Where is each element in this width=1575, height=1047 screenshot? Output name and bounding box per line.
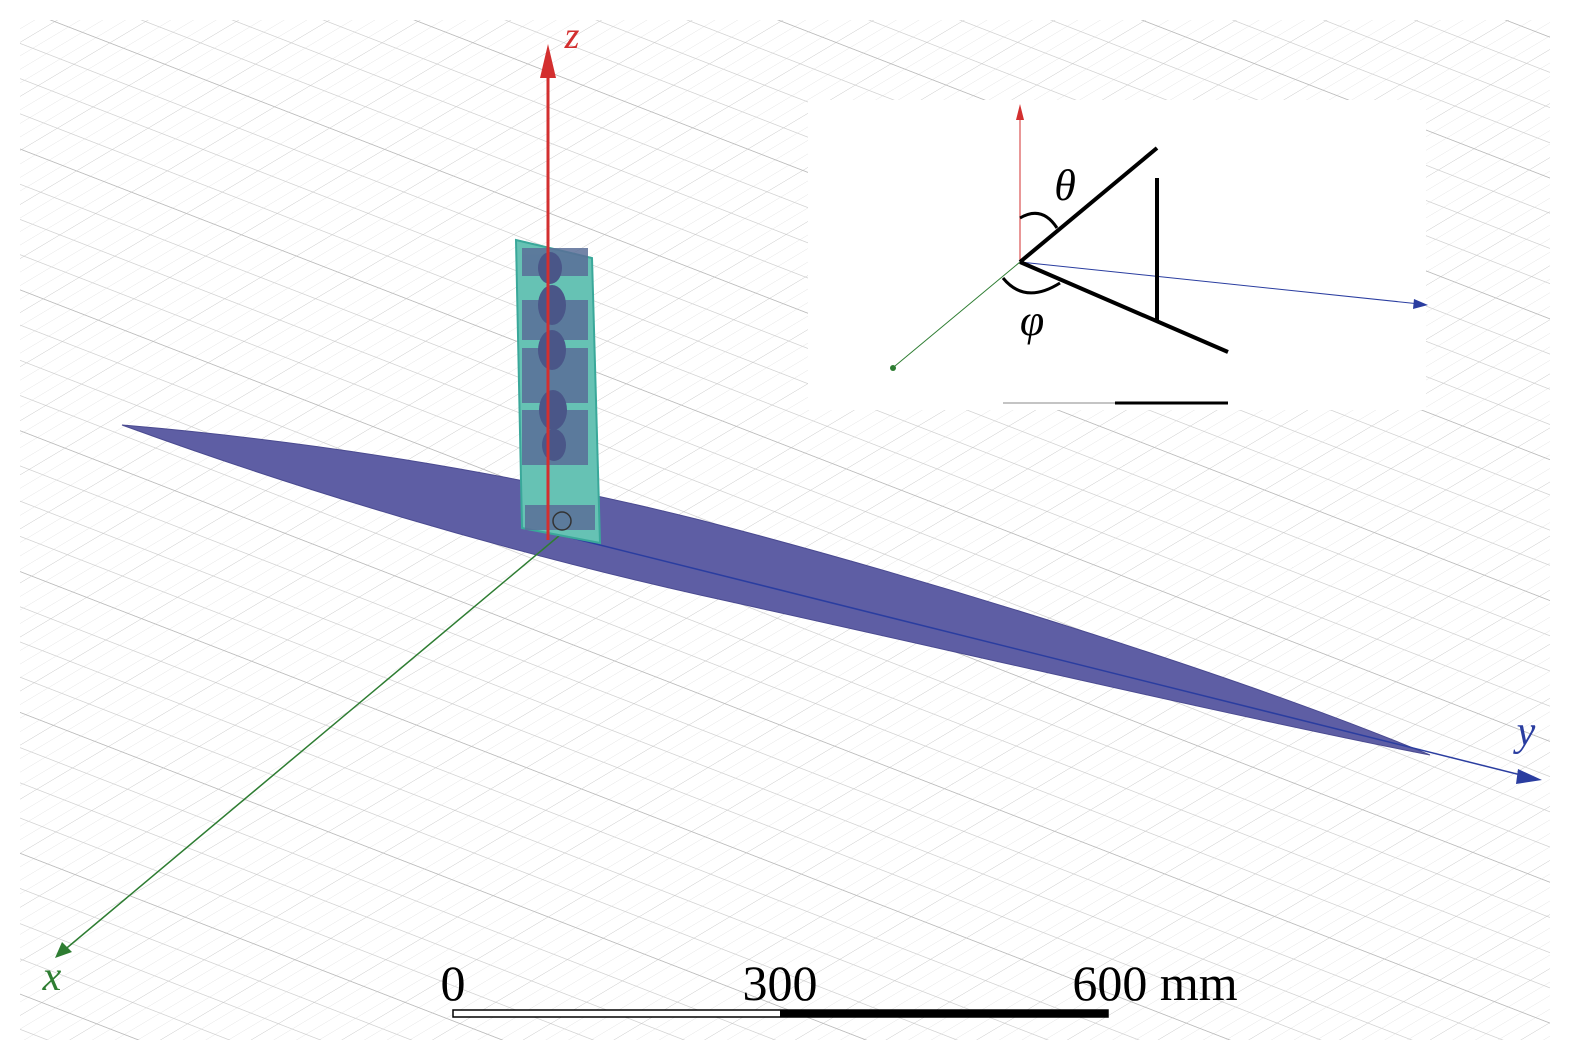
inset-z-arrow [1016, 104, 1024, 120]
phi-label: φ [1020, 296, 1044, 345]
theta-label: θ [1054, 161, 1076, 210]
x-axis [61, 534, 561, 953]
x-arrow [55, 942, 72, 958]
scale-label: 0 [441, 955, 466, 1011]
feed [525, 505, 595, 530]
theta-arc [1019, 211, 1059, 229]
port [552, 511, 572, 531]
direction-vector [1018, 146, 1159, 264]
element [538, 285, 566, 325]
scale-label: 300 [743, 955, 818, 1011]
antenna [514, 238, 602, 545]
inset-x-axis [894, 261, 1021, 367]
y-arrow [1516, 769, 1542, 784]
inset-y-axis [1019, 261, 1421, 305]
inset: θ φ [808, 100, 1428, 410]
phi-arc [1001, 277, 1061, 295]
element [542, 429, 566, 461]
z-arrow [540, 44, 556, 78]
inset-x-arrow [890, 365, 896, 371]
element [538, 330, 566, 370]
scale-label: 600 mm [1072, 955, 1237, 1011]
z-label: z [564, 15, 580, 57]
element [539, 390, 567, 430]
projection [1019, 260, 1229, 354]
scale-bar-fill [780, 1010, 1108, 1017]
inset-background [808, 100, 1426, 410]
element [538, 252, 562, 284]
x-label: x [42, 954, 62, 1000]
inset-y-arrow [1413, 299, 1428, 309]
y-label: y [1513, 709, 1536, 755]
y-axis [559, 534, 1526, 777]
